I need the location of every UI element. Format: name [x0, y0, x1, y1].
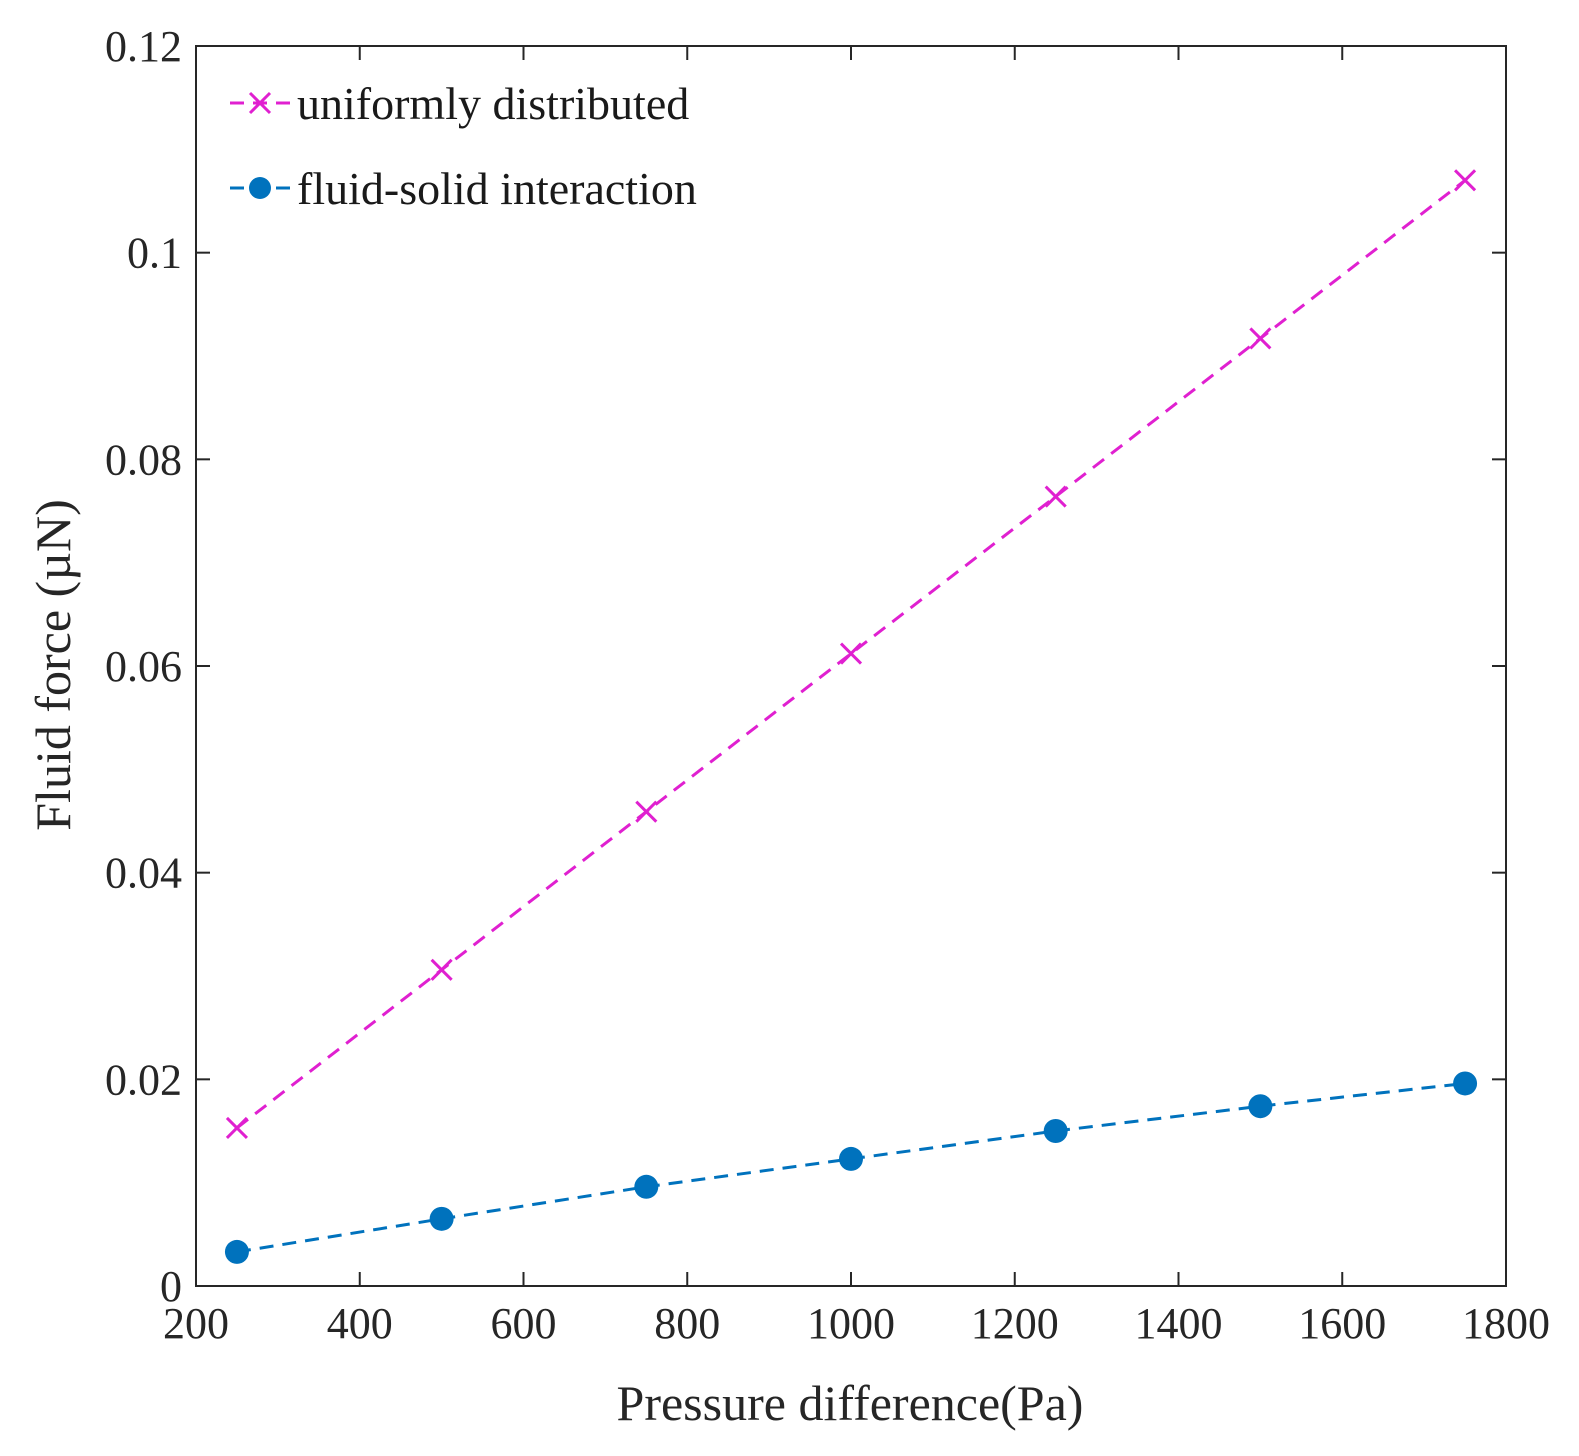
x-axis-label: Pressure difference(Pa)	[617, 1375, 1084, 1431]
data-point-fluid-solid-interaction	[634, 1174, 659, 1199]
x-tick-label: 1400	[1135, 1299, 1223, 1348]
y-tick-label: 0	[160, 1262, 182, 1311]
data-point-fluid-solid-interaction	[1248, 1094, 1273, 1119]
data-point-uniformly-distributed	[1249, 327, 1272, 350]
data-point-fluid-solid-interaction	[224, 1239, 249, 1264]
x-tick-label: 1200	[971, 1299, 1059, 1348]
data-point-uniformly-distributed	[430, 958, 453, 981]
y-tick-label: 0.1	[127, 229, 182, 278]
x-tick-label: 600	[491, 1299, 557, 1348]
y-tick-label: 0.12	[105, 22, 182, 71]
y-tick-label: 0.04	[105, 849, 182, 898]
x-tick-label: 1800	[1462, 1299, 1550, 1348]
legend: uniformly distributed fluid-solid intera…	[230, 78, 697, 214]
data-point-fluid-solid-interaction	[839, 1146, 863, 1171]
legend-marker-x-icon	[248, 91, 272, 115]
legend-label-fluid-solid-interaction: fluid-solid interaction	[297, 163, 697, 214]
x-tick-label: 1600	[1298, 1299, 1386, 1348]
data-point-uniformly-distributed	[635, 800, 658, 823]
x-tick-label: 1000	[807, 1299, 895, 1348]
data-point-uniformly-distributed	[839, 642, 863, 665]
plot-frame	[195, 45, 1507, 1287]
legend-label-uniformly-distributed: uniformly distributed	[297, 78, 689, 129]
series-layer	[224, 169, 1478, 1264]
y-axis-label: Fluid force (µN)	[25, 499, 81, 831]
x-axis-ticks: 200 400 600 800 1000 1200 1400 1600 1800	[163, 46, 1550, 1348]
x-tick-label: 400	[327, 1299, 393, 1348]
y-tick-label: 0.08	[105, 435, 182, 484]
legend-marker-circle-icon	[249, 177, 271, 199]
y-tick-label: 0.06	[105, 642, 182, 691]
y-tick-label: 0.02	[105, 1055, 182, 1104]
data-point-uniformly-distributed	[225, 1116, 248, 1139]
x-tick-label: 200	[163, 1299, 229, 1348]
data-point-uniformly-distributed	[1454, 169, 1477, 192]
data-point-fluid-solid-interaction	[429, 1206, 454, 1231]
data-point-uniformly-distributed	[1044, 485, 1067, 508]
data-point-fluid-solid-interaction	[1043, 1119, 1068, 1143]
data-point-fluid-solid-interaction	[1453, 1071, 1478, 1096]
x-tick-label: 800	[654, 1299, 720, 1348]
